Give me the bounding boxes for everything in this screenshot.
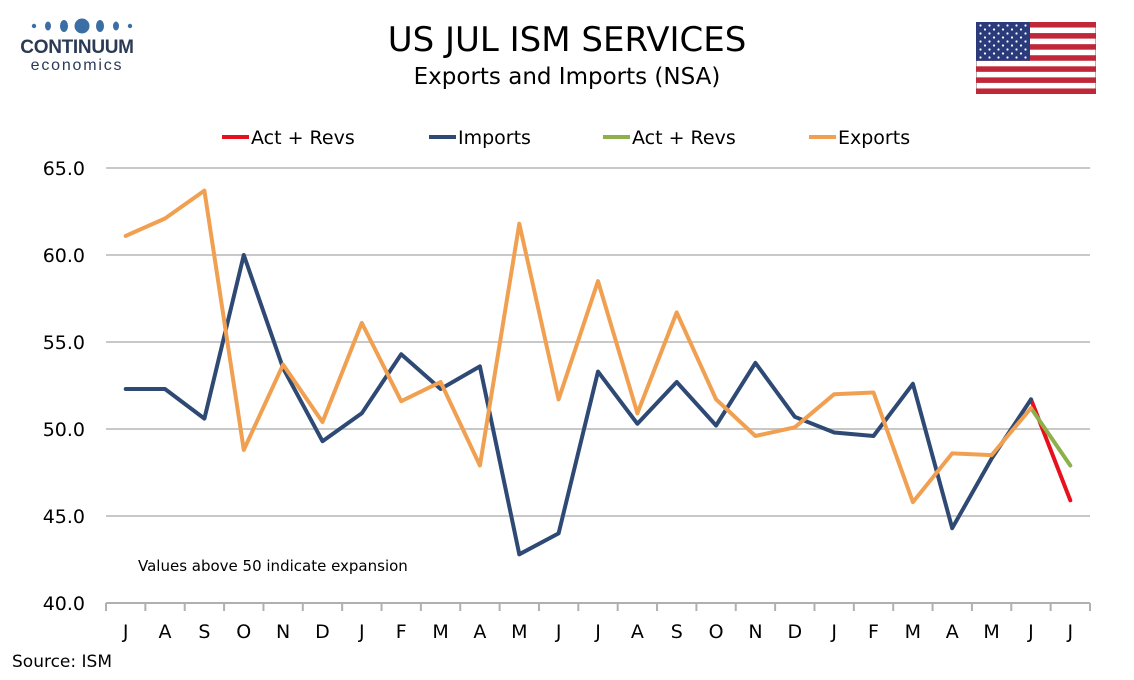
legend-label: Exports: [838, 127, 910, 149]
x-tick-label: A: [159, 621, 172, 643]
chart-annotation: Values above 50 indicate expansion: [138, 557, 408, 575]
x-tick-label: A: [946, 621, 959, 643]
series-line-imports-1: [123, 253, 1033, 557]
y-tick-label: 65.0: [43, 158, 85, 180]
legend-label: Imports: [458, 127, 531, 149]
x-tick-label: S: [198, 621, 210, 643]
x-tick-label: O: [709, 621, 724, 643]
x-tick-label: J: [594, 621, 601, 643]
x-tick-label: A: [473, 621, 486, 643]
continuum-economics-logo: CONTINUUM economics: [12, 14, 142, 76]
x-tick-label: D: [315, 621, 330, 643]
x-tick-label: S: [671, 621, 683, 643]
x-tick-label: M: [983, 621, 999, 643]
y-tick-label: 55.0: [43, 332, 85, 354]
series-line-act-revs-2: [1029, 406, 1073, 468]
y-tick-label: 40.0: [43, 593, 85, 615]
x-tick-label: J: [358, 621, 365, 643]
y-axis: 40.0 45.0 50.0 55.0 60.0 65.0: [43, 158, 85, 615]
x-tick-label: O: [236, 621, 251, 643]
x-tick-label: M: [432, 621, 448, 643]
x-tick-label: J: [1027, 621, 1034, 643]
x-tick-label: A: [631, 621, 644, 643]
series-line-exports-3: [123, 188, 1033, 505]
chart-title: US JUL ISM SERVICES: [387, 20, 747, 60]
legend-label: Act + Revs: [632, 127, 736, 149]
legend-label: Act + Revs: [251, 127, 355, 149]
x-tick-label: D: [787, 621, 802, 643]
y-tick-label: 60.0: [43, 245, 85, 267]
x-tick-label: N: [748, 621, 762, 643]
x-tick-label: J: [830, 621, 837, 643]
x-tick-label: M: [511, 621, 527, 643]
y-tick-label: 45.0: [43, 506, 85, 528]
logo-dots-icon: [31, 18, 133, 34]
x-tick-label: F: [396, 621, 407, 643]
logo-wordmark-top: CONTINUUM: [20, 37, 134, 58]
x-tick-label: J: [555, 621, 562, 643]
x-tick-label: J: [122, 621, 129, 643]
x-tick-label: M: [905, 621, 921, 643]
legend: Act + Revs Imports Act + Revs Exports: [222, 127, 910, 149]
x-tick-label: N: [276, 621, 290, 643]
source-note: Source: ISM: [12, 652, 112, 672]
series-lines: [123, 188, 1073, 557]
x-tick-label: J: [1067, 621, 1074, 643]
x-tick-label: F: [868, 621, 879, 643]
x-axis: [105, 602, 1091, 611]
y-tick-label: 50.0: [43, 419, 85, 441]
us-flag-icon: [976, 22, 1096, 94]
chart-subtitle: Exports and Imports (NSA): [413, 64, 721, 90]
logo-wordmark-bottom: economics: [30, 57, 124, 74]
